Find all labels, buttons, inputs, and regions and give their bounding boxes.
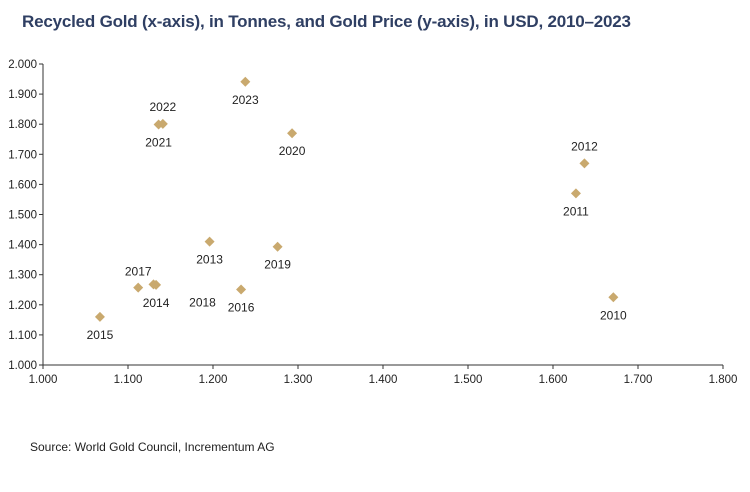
point-marker-2020	[287, 128, 298, 139]
point-marker-2017	[133, 282, 144, 293]
point-marker-2023	[240, 76, 251, 87]
x-tick-label: 1.400	[369, 374, 398, 386]
y-tick-label: 1.800	[8, 119, 37, 131]
point-label-2010: 2010	[600, 308, 627, 322]
y-tick-label: 1.500	[8, 210, 37, 222]
point-marker-2018	[148, 279, 159, 290]
point-label-2018: 2018	[189, 295, 216, 309]
point-label-2014: 2014	[143, 296, 170, 310]
x-tick-label: 1.500	[454, 374, 483, 386]
point-marker-2015	[94, 311, 105, 322]
axes	[39, 63, 724, 369]
point-label-2020: 2020	[279, 144, 306, 158]
y-tick-label: 1.700	[8, 149, 37, 161]
x-tick-label: 1.800	[709, 374, 738, 386]
point-marker-2013	[204, 236, 215, 247]
point-marker-2011	[570, 188, 581, 199]
y-tick-label: 1.400	[8, 240, 37, 252]
x-tick-label: 1.300	[284, 374, 313, 386]
y-tick-label: 1.200	[8, 300, 37, 312]
point-label-2022: 2022	[149, 100, 176, 114]
point-label-2013: 2013	[196, 253, 223, 267]
point-label-2012: 2012	[571, 139, 598, 153]
point-label-2019: 2019	[264, 258, 291, 272]
point-labels: 2010 2011 2012 2013 2014 2015 2016 2017 2018 2019…	[87, 93, 627, 342]
point-marker-2019	[272, 241, 283, 252]
chart-title: Recycled Gold (x-axis), in Tonnes, and G…	[22, 12, 631, 31]
data-points	[94, 76, 619, 322]
x-tick-label: 1.600	[539, 374, 568, 386]
point-label-2021: 2021	[145, 136, 172, 150]
x-tick-label: 1.700	[624, 374, 653, 386]
point-label-2017: 2017	[125, 265, 152, 279]
point-label-2011: 2011	[563, 204, 589, 218]
point-label-2015: 2015	[87, 328, 114, 342]
y-tick-label: 1.000	[8, 360, 37, 372]
x-tick-label: 1.000	[29, 374, 58, 386]
point-marker-2016	[236, 284, 247, 295]
y-tick-label: 1.600	[8, 179, 37, 191]
x-tick-label: 1.100	[114, 374, 143, 386]
y-tick-label: 1.100	[8, 330, 37, 342]
y-tick-label: 1.900	[8, 89, 37, 101]
point-label-2023: 2023	[232, 93, 259, 107]
point-marker-2022	[157, 118, 168, 129]
y-tick-label: 1.300	[8, 270, 37, 282]
source-note: Source: World Gold Council, Incrementum …	[30, 440, 275, 454]
x-tick-label: 1.200	[199, 374, 228, 386]
point-label-2016: 2016	[228, 300, 255, 314]
point-marker-2012	[579, 158, 590, 169]
point-marker-2010	[608, 292, 619, 303]
y-tick-label: 2.000	[8, 59, 37, 71]
tick-labels: 1.000 1.100 1.200 1.300 1.400 1.500 1.600 1.700…	[8, 59, 737, 386]
scatter-chart: 1.000 1.100 1.200 1.300 1.400 1.500 1.600 1.700…	[8, 59, 737, 386]
